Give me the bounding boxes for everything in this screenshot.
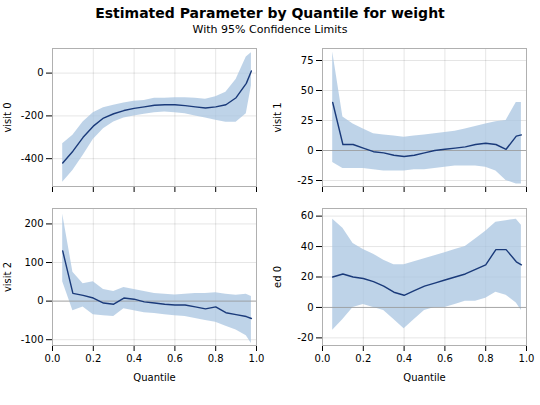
svg-text:Quantile: Quantile [133,372,175,383]
svg-text:0.2: 0.2 [355,353,371,364]
svg-text:100: 100 [24,257,43,268]
svg-text:0.0: 0.0 [45,353,61,364]
svg-text:200: 200 [24,218,43,229]
svg-text:visit 0: visit 0 [2,102,13,132]
svg-text:0.8: 0.8 [208,353,224,364]
svg-text:0.4: 0.4 [396,353,412,364]
svg-text:ed 0: ed 0 [272,266,283,288]
svg-text:20: 20 [301,271,314,282]
svg-text:50: 50 [301,85,314,96]
svg-text:0: 0 [307,145,313,156]
svg-text:0.8: 0.8 [478,353,494,364]
svg-text:75: 75 [301,55,314,66]
svg-text:visit 1: visit 1 [272,102,283,132]
svg-text:-400: -400 [21,153,44,164]
svg-text:-200: -200 [21,110,44,121]
svg-text:Quantile: Quantile [403,372,445,383]
svg-text:0: 0 [307,302,313,313]
svg-text:0: 0 [37,295,43,306]
svg-text:25: 25 [301,115,314,126]
svg-text:-100: -100 [21,334,44,345]
html-text:Estimated Parameter by Quantil: Estimated Parameter by Quantile for weig… [95,5,445,21]
svg-text:0: 0 [37,67,43,78]
svg-text:0.4: 0.4 [126,353,142,364]
svg-text:-25: -25 [297,175,313,186]
svg-text:1.0: 1.0 [249,353,265,364]
svg-text:1.0: 1.0 [519,353,535,364]
svg-text:0.2: 0.2 [85,353,101,364]
svg-text:60: 60 [301,210,314,221]
svg-text:0.6: 0.6 [437,353,453,364]
svg-text:40: 40 [301,241,314,252]
svg-text:visit 2: visit 2 [2,262,13,292]
svg-text:0.6: 0.6 [167,353,183,364]
html-text:With 95% Confidence Limits: With 95% Confidence Limits [192,23,348,36]
svg-text:-20: -20 [297,332,313,343]
svg-text:0.0: 0.0 [315,353,331,364]
